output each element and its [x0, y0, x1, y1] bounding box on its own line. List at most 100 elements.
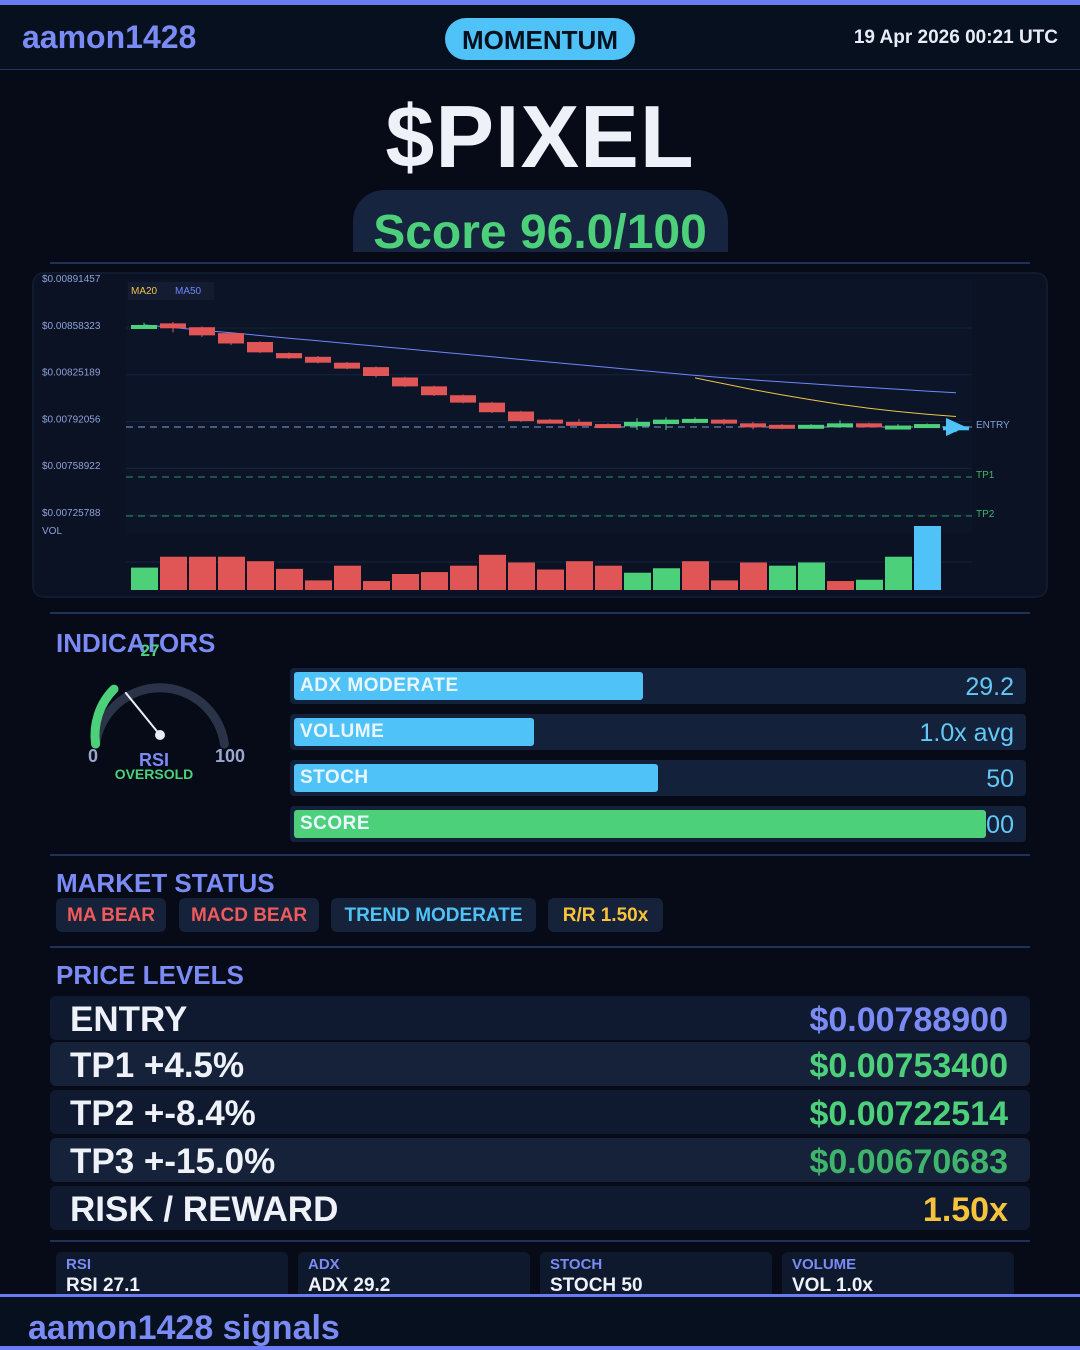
y-tick-label: $0.00725788: [42, 508, 101, 519]
volume-stat-value: VOL 1.0x: [792, 1275, 873, 1296]
candle-body: [450, 395, 476, 403]
candle-body: [508, 411, 534, 422]
volume-bar: [392, 574, 419, 590]
divider: [50, 1240, 1030, 1242]
volume-bar: [827, 581, 854, 590]
score-pill: [353, 190, 728, 252]
price-chart: $0.00891457 $0.00858323 $0.00825189 $0.0079…: [42, 274, 1010, 590]
candle-body: [914, 424, 940, 429]
stoch-bar-fill: [294, 764, 658, 792]
volume-bar: [595, 565, 622, 590]
score-bar: 96.0/100 SCORE: [290, 806, 1026, 842]
gauge-max-label: 100: [215, 746, 245, 766]
stoch-stat-card: STOCH STOCH 50: [540, 1252, 772, 1298]
score-bar-fill: [294, 810, 986, 838]
volume-stat-caption: VOLUME: [792, 1256, 857, 1273]
candle-body: [189, 327, 215, 336]
tp2-label: TP2 +-8.4%: [70, 1094, 256, 1133]
volume-bar: [769, 565, 796, 590]
candle-body: [769, 424, 795, 429]
volume-bar: VOLUME 1.0x avg: [290, 714, 1026, 750]
volume-bar-fill: [294, 718, 535, 746]
ma20-line: [143, 324, 957, 394]
volume-bar: [682, 561, 709, 590]
candle-body: [392, 377, 418, 387]
candle-body: [479, 402, 505, 413]
volume-bar-label: VOLUME: [300, 721, 385, 742]
volume-bar: [218, 556, 245, 590]
candle-body: [682, 418, 708, 423]
volume-stat-card: VOLUME VOL 1.0x: [782, 1252, 1014, 1298]
y-tick-label: $0.00891457: [42, 274, 101, 285]
ticker-symbol: $PIXEL: [385, 87, 695, 186]
candle-body: [885, 425, 911, 430]
volume-bar: [566, 561, 593, 590]
candle-body: [276, 353, 302, 359]
candle-body: [740, 423, 766, 428]
y-tick-label: $0.00825189: [42, 368, 101, 379]
entry-arrow: [946, 418, 966, 436]
volume-bar: [131, 567, 158, 590]
mode-badge: MOMENTUM: [445, 18, 635, 60]
adx-bar-fill: [294, 672, 644, 700]
y-tick-label: $0.00792056: [42, 414, 101, 425]
risk-reward-badge: R/R 1.50x: [548, 898, 663, 932]
stoch-bar: STOCH 50: [290, 760, 1026, 796]
adx-stat-card: ADX ADX 29.2: [298, 1252, 530, 1298]
gauge-hub: [155, 730, 165, 740]
candle-body: [421, 386, 447, 396]
y-tick-label: $0.00758922: [42, 461, 101, 472]
y-tick-label: $0.00858323: [42, 321, 101, 332]
adx-bar-label: ADX MODERATE: [300, 675, 459, 696]
gauge-state: OVERSOLD: [115, 766, 194, 782]
divider: [50, 946, 1030, 948]
indicators-title: INDICATORS: [56, 628, 216, 658]
level-label: TP1: [976, 470, 995, 481]
candle-body: [363, 367, 389, 377]
entry-label: ENTRY: [70, 1000, 188, 1039]
stoch-stat-caption: STOCH: [550, 1256, 603, 1273]
legend-ma50: MA50: [175, 286, 202, 297]
tp1-label: TP1 +4.5%: [70, 1046, 245, 1085]
candle-body: [624, 421, 650, 427]
gauge-min-label: 0: [88, 746, 98, 766]
volume-bar: [189, 556, 216, 590]
volume-bar: [305, 580, 332, 590]
candle-body: [131, 325, 157, 329]
stoch-stat-value: STOCH 50: [550, 1275, 643, 1296]
candle-body: [305, 356, 331, 363]
risk-reward-row: RISK / REWARD 1.50x: [50, 1186, 1030, 1230]
tp1-row: TP1 +4.5% $0.00753400: [50, 1042, 1030, 1086]
risk-reward-value: 1.50x: [922, 1191, 1008, 1229]
candle-body: [160, 323, 186, 329]
level-label: ENTRY: [976, 420, 1010, 431]
volume-axis-label: VOL: [42, 526, 62, 537]
stoch-bar-value: 50: [986, 765, 1014, 793]
volume-bar: [653, 568, 680, 590]
market-status-title: MARKET STATUS: [56, 868, 275, 898]
rsi-stat-value: RSI 27.1: [66, 1275, 140, 1296]
volume-bar: [914, 526, 941, 590]
top-bar: aamon1428 MOMENTUM 19 Apr 2026 00:21 UTC: [0, 0, 1080, 70]
volume-bar: [856, 579, 883, 590]
tp2-row: TP2 +-8.4% $0.00722514: [50, 1090, 1030, 1134]
candle-body: [711, 419, 737, 424]
rsi-stat-caption: RSI: [66, 1256, 92, 1273]
plot-area: [126, 280, 972, 534]
volume-bar: [450, 565, 477, 590]
entry-row: ENTRY $0.00788900: [50, 996, 1030, 1040]
volume-bar: [798, 562, 825, 590]
candle-body: [798, 424, 824, 429]
volume-bar: [160, 556, 187, 590]
adx-bar-value: 29.2: [965, 673, 1014, 701]
adx-stat-value: ADX 29.2: [308, 1275, 391, 1296]
candle-body: [827, 423, 853, 428]
volume-bar: [711, 580, 738, 590]
score-text: Score 96.0/100: [373, 206, 707, 259]
footer-signature: aamon1428 signals: [28, 1309, 340, 1347]
volume-bar: [885, 556, 912, 590]
gauge-value: 27: [141, 641, 160, 660]
trend-status-badge: TREND MODERATE: [331, 898, 536, 932]
candle-body: [653, 419, 679, 425]
score-bar-label: SCORE: [300, 813, 371, 834]
